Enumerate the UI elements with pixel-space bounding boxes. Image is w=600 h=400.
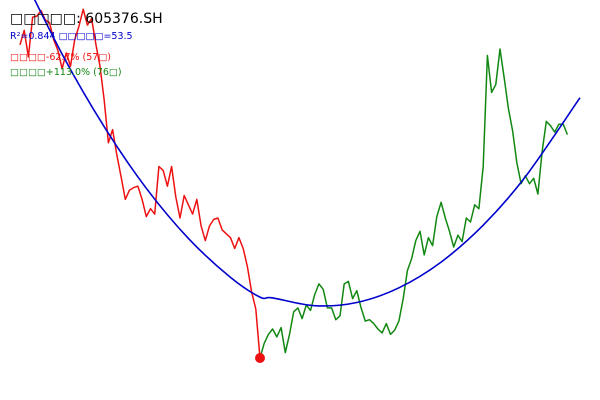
fit-stats-label: R²=0.844 □□□□□=53.5 xyxy=(10,31,133,42)
decline-series-line xyxy=(19,8,261,359)
chart-header: □□□□□: 605376.SH R²=0.844 □□□□□=53.5 □□□… xyxy=(10,11,163,78)
low-point-marker xyxy=(255,353,265,363)
fit-series-line xyxy=(33,0,581,307)
rise-series-line xyxy=(259,48,569,359)
rise-stat-label: □□□□+113.0% (76□) xyxy=(10,67,122,78)
decline-stat-label: □□□□-62.7% (57□) xyxy=(10,52,111,63)
chart-title: □□□□□: 605376.SH xyxy=(10,11,163,27)
plot-area xyxy=(19,0,581,363)
